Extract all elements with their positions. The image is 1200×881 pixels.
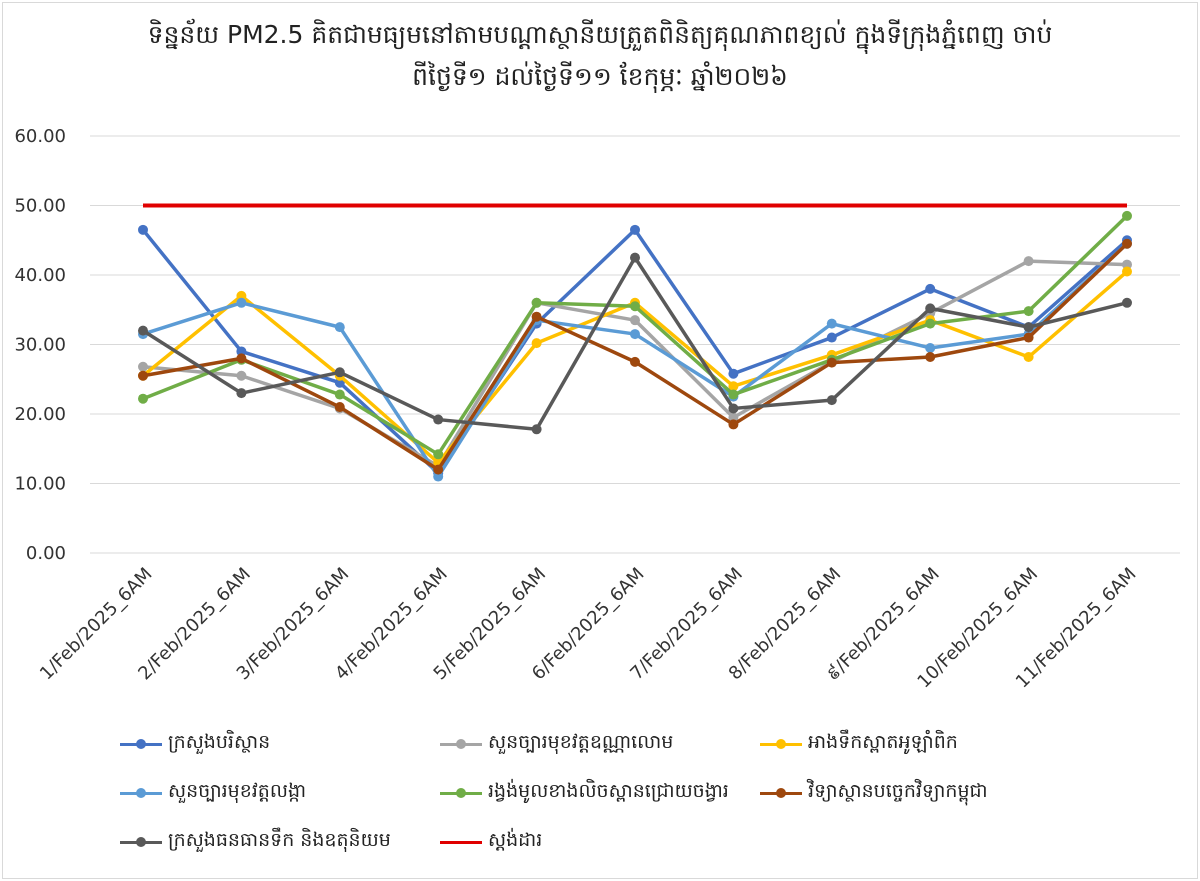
y-tick-label: 10.00 xyxy=(14,474,66,495)
data-point xyxy=(433,414,444,425)
data-point xyxy=(236,290,247,301)
data-point xyxy=(925,303,936,314)
data-point xyxy=(1122,259,1132,270)
data-point xyxy=(630,301,640,312)
y-tick-label: 30.00 xyxy=(14,335,66,356)
series-line xyxy=(141,228,1129,475)
data-point xyxy=(1023,352,1034,363)
data-point xyxy=(925,318,936,329)
data-point xyxy=(728,412,739,423)
data-point xyxy=(925,342,936,353)
series-line xyxy=(142,255,1128,432)
data-point xyxy=(728,419,739,430)
data-point xyxy=(728,368,739,379)
data-point xyxy=(1122,238,1132,249)
data-point xyxy=(1122,266,1132,277)
data-point xyxy=(630,329,640,340)
data-point xyxy=(236,388,247,399)
data-point xyxy=(531,297,542,308)
data-point xyxy=(630,252,640,263)
data-point xyxy=(138,361,148,372)
y-tick-label: 0.00 xyxy=(26,543,66,564)
data-point xyxy=(531,338,542,349)
y-tick-label: 50.00 xyxy=(14,196,66,217)
data-point xyxy=(236,346,247,357)
data-point xyxy=(1023,332,1034,343)
data-point xyxy=(826,332,837,343)
series-0 xyxy=(138,224,1132,479)
series-6 xyxy=(138,252,1132,435)
data-point xyxy=(630,315,640,326)
data-point xyxy=(433,471,444,482)
data-point xyxy=(630,224,640,235)
data-point xyxy=(138,393,148,404)
chart-title: ទិន្នន័យ PM2.5 គិតជាមធ្យមនៅតាមបណ្តាស្ថាន… xyxy=(0,14,1200,98)
data-point xyxy=(1023,306,1034,317)
data-point xyxy=(728,403,739,414)
y-tick-label: 60.00 xyxy=(14,126,66,147)
data-point xyxy=(826,395,837,406)
data-point xyxy=(334,402,345,413)
series-5 xyxy=(138,238,1132,475)
chart-title-line-1: ទិន្នន័យ PM2.5 គិតជាមធ្យមនៅតាមបណ្តាស្ថាន… xyxy=(147,20,1053,49)
chart-title-line-2: ពីថ្ងៃទី១ ដល់ថ្ងៃទី១១ ខែកុម្ភៈ ឆ្នាំ២០២៦ xyxy=(412,62,788,91)
data-point xyxy=(334,367,345,378)
data-point xyxy=(236,353,247,364)
data-point xyxy=(925,283,936,294)
y-tick-label: 40.00 xyxy=(14,265,66,286)
data-point xyxy=(728,381,739,392)
data-point xyxy=(236,297,247,308)
data-point xyxy=(138,370,148,381)
data-point xyxy=(138,224,148,235)
data-point xyxy=(334,322,345,333)
data-point xyxy=(1023,256,1034,267)
data-point xyxy=(1122,297,1132,308)
data-point xyxy=(1023,322,1034,333)
series-line xyxy=(142,242,1129,472)
data-point xyxy=(826,318,837,329)
data-point xyxy=(433,449,444,460)
data-point xyxy=(531,311,542,322)
data-point xyxy=(925,352,936,363)
data-point xyxy=(334,389,345,400)
data-point xyxy=(531,424,542,435)
data-point xyxy=(630,356,640,367)
data-point xyxy=(826,357,837,368)
data-point xyxy=(236,370,247,381)
y-tick-label: 20.00 xyxy=(14,404,66,425)
data-point xyxy=(138,325,148,336)
data-point xyxy=(1122,210,1132,221)
data-point xyxy=(728,389,739,400)
data-point xyxy=(433,464,444,475)
